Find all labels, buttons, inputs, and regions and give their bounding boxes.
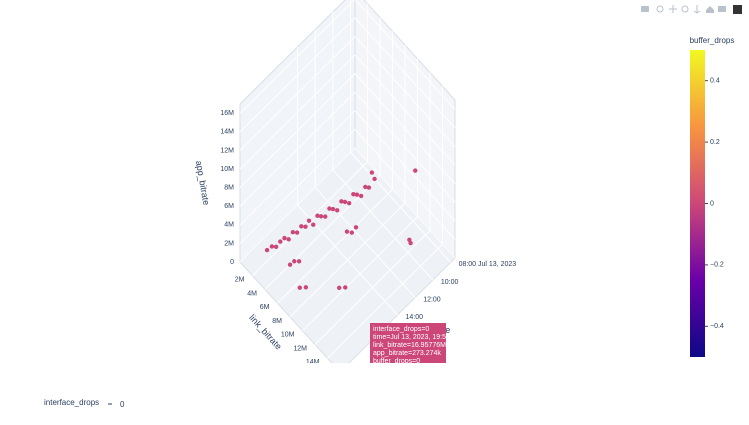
point — [294, 230, 300, 235]
pan-icon[interactable] — [669, 5, 677, 13]
point — [354, 192, 360, 197]
point — [318, 214, 324, 219]
colorbar-tick-label: 0 — [710, 200, 714, 207]
point — [269, 244, 275, 249]
point — [369, 170, 375, 175]
point — [297, 285, 302, 290]
turntable-icon[interactable] — [693, 5, 701, 14]
z-tick-label: 14M — [220, 129, 234, 136]
tooltip-line: app_bitrate=273.274k — [373, 350, 441, 357]
slider-value[interactable]: 0 — [120, 400, 125, 409]
tooltip-box — [370, 323, 446, 363]
point — [306, 218, 312, 223]
zoom-icon[interactable] — [656, 5, 664, 13]
point — [290, 230, 296, 235]
point — [299, 224, 304, 229]
z-tick-label: 4M — [224, 222, 234, 229]
camera-icon[interactable] — [641, 6, 649, 12]
z-tick-label: 2M — [224, 240, 234, 247]
point — [278, 239, 283, 244]
home-icon[interactable] — [706, 6, 714, 13]
tooltip-line: link_bitrate=16.95776M — [373, 342, 446, 349]
point — [323, 214, 328, 219]
point — [292, 259, 297, 264]
colorbar — [690, 50, 705, 357]
point — [303, 285, 309, 290]
z-tick-label: 6M — [224, 203, 234, 210]
x-tick-label: 14:00 — [406, 314, 424, 321]
point — [346, 200, 352, 206]
z-axis-title: app_bitrate — [194, 160, 212, 206]
orbit-icon[interactable] — [681, 5, 689, 13]
point — [296, 259, 302, 264]
scene: 02M4M6M8M10M12M14M16M2M4M6M8M10M12M14M08… — [194, 0, 517, 366]
point — [282, 235, 287, 241]
point — [344, 229, 350, 234]
point — [339, 199, 344, 204]
x-grid-line — [332, 169, 434, 281]
colorbar-title: buffer_drops — [690, 36, 735, 45]
point — [327, 206, 332, 211]
point — [287, 262, 293, 267]
point — [372, 176, 377, 182]
point — [366, 185, 372, 190]
z-tick-label: 12M — [220, 147, 234, 154]
x-grid-line — [350, 152, 451, 263]
y-tick-label: 6M — [260, 304, 270, 311]
y-tick-label: 14M — [306, 359, 320, 366]
slider-label: interface_drops — [44, 398, 99, 407]
x-tick-label: 08:00 Jul 13, 2023 — [459, 261, 517, 268]
z-tick-label: 8M — [224, 184, 234, 191]
point — [315, 213, 320, 218]
point — [336, 285, 342, 291]
point — [264, 247, 270, 253]
x-tick-label: 12:00 — [423, 296, 441, 303]
y-tick-label: 2M — [235, 277, 245, 284]
point — [330, 206, 336, 212]
x-tick-label: 10:00 — [441, 279, 459, 286]
tooltip-line: buffer_drops=0 — [373, 358, 420, 365]
point — [273, 244, 279, 249]
point — [349, 230, 354, 235]
x-grid-line — [314, 187, 416, 298]
point — [413, 168, 418, 173]
point — [358, 193, 364, 199]
colorbar-tick-label: −0.2 — [710, 262, 724, 269]
point — [286, 237, 291, 242]
point — [303, 224, 308, 229]
point — [343, 285, 348, 290]
z-tick-label: 10M — [220, 166, 234, 173]
z-tick-label: 16M — [220, 110, 234, 117]
point — [363, 184, 368, 190]
point — [351, 191, 356, 197]
point — [408, 240, 413, 246]
tooltip-line: interface_drops=0 — [373, 326, 429, 333]
colorbar-tick-label: −0.4 — [710, 323, 724, 330]
colorbar-tick-label: 0.4 — [710, 78, 720, 85]
z-tick-label: 0 — [230, 259, 234, 266]
point — [311, 222, 316, 227]
plotly-logo[interactable] — [733, 5, 742, 14]
point — [334, 208, 340, 213]
toolbar — [641, 5, 742, 14]
y-tick-label: 4M — [247, 290, 257, 297]
colorbar-tick-label: 0.2 — [710, 139, 720, 146]
y-tick-label: 10M — [281, 332, 295, 339]
point — [353, 225, 359, 230]
y-tick-label: 8M — [272, 318, 282, 325]
y-tick-label: 12M — [293, 345, 307, 352]
reset-icon[interactable] — [718, 6, 726, 12]
point — [342, 199, 348, 205]
tooltip-line: time=Jul 13, 2023, 19:52 — [373, 334, 450, 341]
